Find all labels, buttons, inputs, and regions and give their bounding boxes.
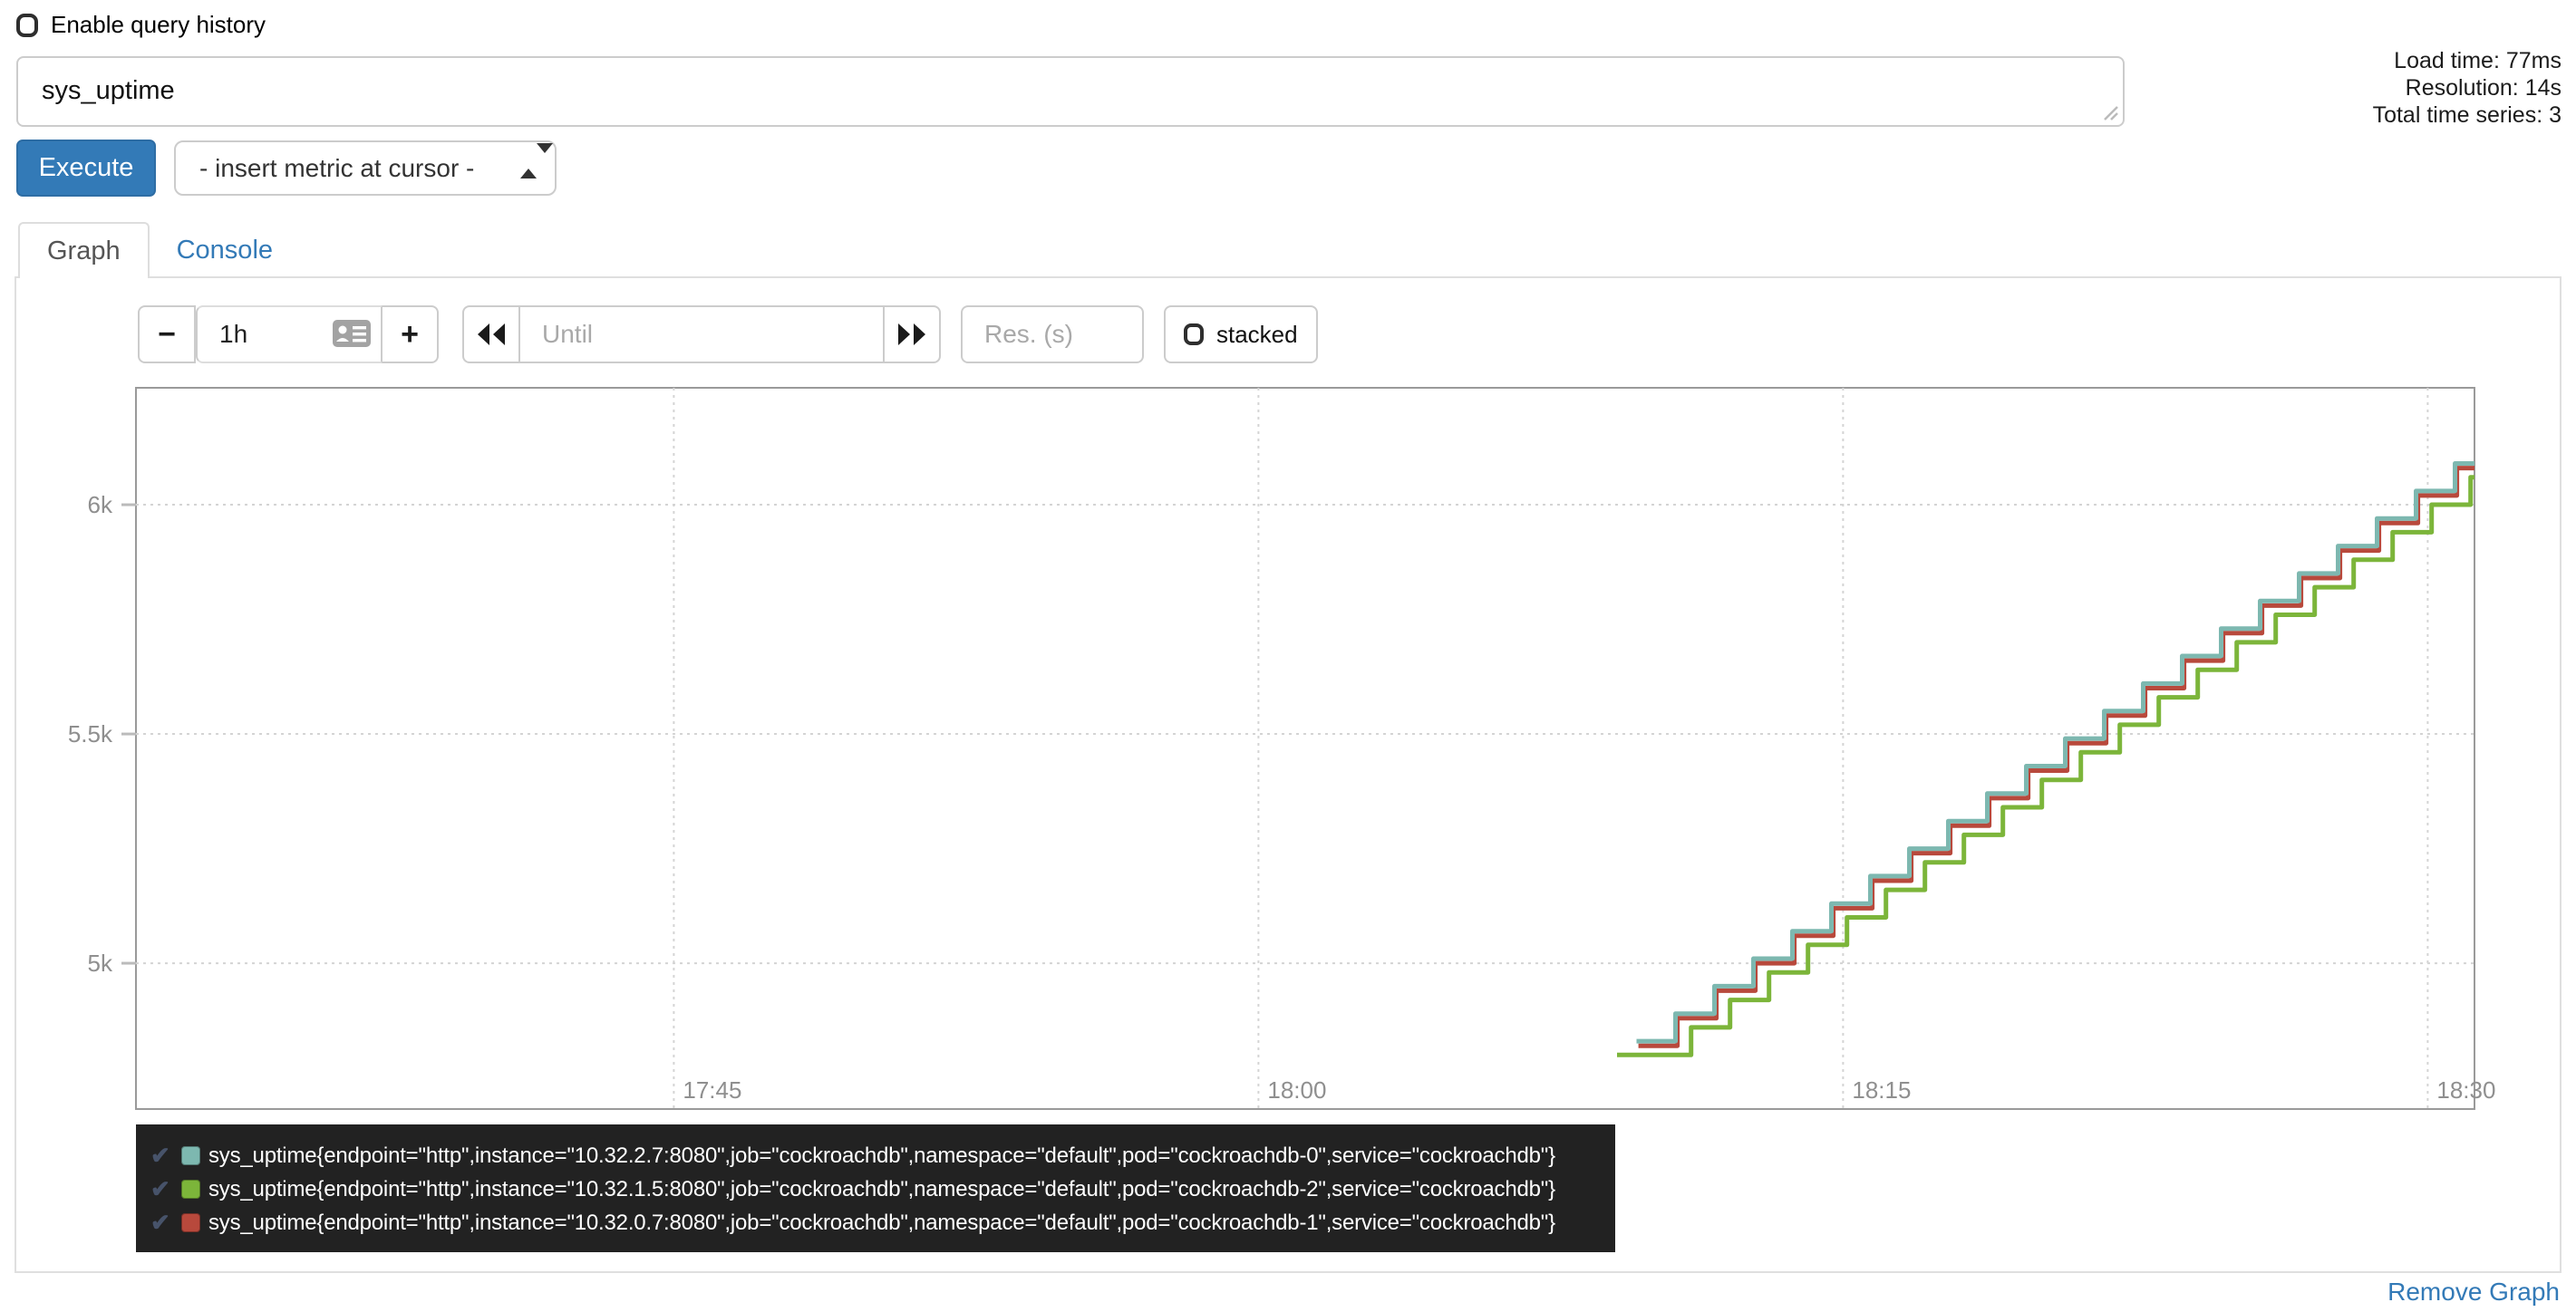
chart-legend: ✔ sys_uptime{endpoint="http",instance="1… (136, 1124, 1615, 1252)
until-input[interactable] (518, 305, 885, 363)
range-input-wrap (196, 305, 383, 363)
legend-label: sys_uptime{endpoint="http",instance="10.… (208, 1143, 1555, 1168)
x-tick-label: 18:30 (2436, 1076, 2495, 1104)
forward-button[interactable] (883, 305, 941, 363)
rewind-icon (478, 323, 505, 345)
check-icon: ✔ (150, 1175, 170, 1202)
query-history-row: Enable query history (16, 11, 266, 39)
legend-label: sys_uptime{endpoint="http",instance="10.… (208, 1176, 1555, 1201)
expression-input-wrap: sys_uptime (16, 56, 2125, 127)
rewind-button[interactable] (462, 305, 520, 363)
legend-item[interactable]: ✔ sys_uptime{endpoint="http",instance="1… (150, 1139, 1615, 1172)
execute-button[interactable]: Execute (16, 140, 156, 197)
resolution-input[interactable] (961, 305, 1144, 363)
series-swatch (181, 1180, 200, 1199)
range-input[interactable] (196, 305, 383, 363)
series-swatch (181, 1213, 200, 1232)
y-tick-label: 5.5k (68, 720, 113, 748)
query-stats: Load time: 77ms Resolution: 14s Total ti… (2373, 47, 2561, 129)
time-group (462, 305, 941, 363)
tab-bar: Graph Console (18, 222, 300, 278)
check-icon: ✔ (150, 1209, 170, 1236)
total-time-series: Total time series: 3 (2372, 102, 2561, 128)
y-tick-label: 5k (88, 950, 113, 977)
insert-metric-select[interactable]: - insert metric at cursor - (174, 140, 557, 196)
series-line-cockroachdb-2 (1617, 475, 2474, 1057)
series-line-cockroachdb-0 (1636, 461, 2474, 1044)
insert-metric-select-wrap: - insert metric at cursor - (174, 140, 557, 196)
legend-item[interactable]: ✔ sys_uptime{endpoint="http",instance="1… (150, 1206, 1615, 1240)
chart-svg: 6k 5.5k 5k 17:45 18:00 18:15 18:30 (68, 387, 2495, 1110)
plot-border (135, 387, 2475, 1110)
legend-label: sys_uptime{endpoint="http",instance="10.… (208, 1210, 1555, 1235)
series-line-cockroachdb-1 (1638, 466, 2474, 1048)
x-tick-label: 18:00 (1267, 1076, 1326, 1104)
load-time: Load time: 77ms (2394, 48, 2561, 73)
graph-panel: − + (15, 276, 2561, 1273)
tab-console[interactable]: Console (176, 235, 274, 265)
graph-controls: − + (138, 305, 1318, 363)
range-decrease-button[interactable]: − (138, 305, 196, 363)
remove-graph-link[interactable]: Remove Graph (2387, 1278, 2560, 1306)
stacked-checkbox[interactable] (1184, 323, 1204, 345)
tab-graph[interactable]: Graph (18, 222, 150, 278)
legend-item[interactable]: ✔ sys_uptime{endpoint="http",instance="1… (150, 1172, 1615, 1206)
series-swatch (181, 1146, 200, 1165)
x-tick-label: 18:15 (1852, 1076, 1911, 1104)
forward-icon (898, 323, 925, 345)
range-increase-button[interactable]: + (381, 305, 439, 363)
stacked-toggle[interactable]: stacked (1164, 305, 1318, 363)
check-icon: ✔ (150, 1142, 170, 1169)
x-tick-label: 17:45 (683, 1076, 741, 1104)
expression-input[interactable]: sys_uptime (16, 56, 2125, 127)
enable-query-history-checkbox[interactable] (16, 13, 38, 37)
range-group: − + (138, 305, 439, 363)
stacked-label: stacked (1216, 320, 1298, 348)
enable-query-history-label: Enable query history (51, 11, 266, 38)
resolution: Resolution: 14s (2405, 75, 2561, 101)
y-tick-label: 6k (88, 491, 113, 518)
